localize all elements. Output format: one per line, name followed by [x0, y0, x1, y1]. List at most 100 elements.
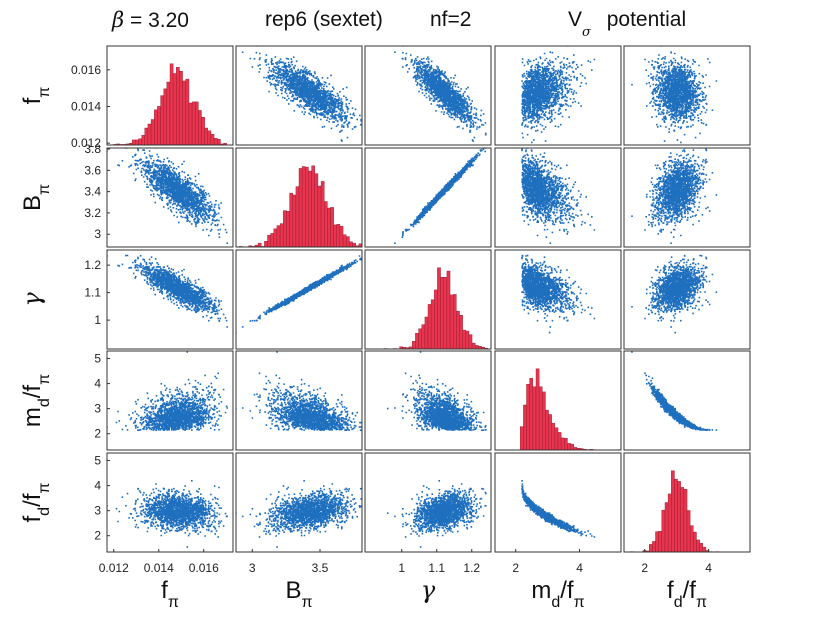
panel-r4-c1 [235, 452, 363, 553]
histogram-bar [270, 233, 274, 247]
panel-frame [623, 452, 751, 553]
panel-frame [235, 350, 363, 451]
title-potential-symbol: V [568, 8, 583, 31]
histogram-bar [349, 241, 353, 247]
scatter-points [386, 351, 487, 431]
y-tick-label: 1.2 [84, 258, 101, 272]
histogram-bar [434, 289, 438, 349]
scatter-points [521, 46, 621, 144]
histogram-bar [305, 166, 309, 247]
histogram-bar [317, 185, 322, 247]
title-potential-subscript: σ [582, 25, 591, 40]
panel-content-r3-c0 [107, 351, 228, 431]
histogram-bar [412, 341, 416, 349]
x-tick-label: 4 [576, 561, 583, 575]
title-rep: rep6 (sextet) [265, 8, 383, 31]
x-tick-label: 3 [249, 561, 256, 575]
histogram-bar [674, 478, 678, 552]
histogram-bar [475, 345, 479, 349]
panel-r4-c2 [364, 452, 492, 553]
panel-content-r3-c1 [236, 351, 362, 431]
histogram-bar [210, 133, 215, 145]
histogram-bar [437, 267, 441, 349]
panel-frame [106, 147, 234, 248]
histogram-bar [683, 489, 688, 552]
panel-frame [106, 452, 234, 553]
y-tick-label: 3.8 [84, 142, 101, 156]
histogram-bar [342, 234, 347, 247]
histogram-bar [135, 139, 139, 145]
panel-frame [494, 452, 622, 553]
panel-frame [623, 147, 751, 248]
histogram-bar [346, 236, 350, 247]
panel-content-r3-c3 [520, 368, 621, 450]
panel-r1-c0 [106, 147, 234, 248]
histogram-bar [545, 409, 549, 450]
x-axis-label-Bpi: Bπ [285, 577, 312, 611]
scatter-points [631, 148, 718, 244]
histogram-bar [191, 101, 196, 145]
panel-r1-c1 [235, 147, 363, 248]
panel-frame [494, 45, 622, 146]
histogram-bar [163, 88, 168, 145]
x-tick-label: 1.1 [428, 561, 445, 575]
panel-r2-c4 [623, 249, 751, 350]
histogram-bar [418, 328, 422, 349]
panel-content-r1-c0 [107, 148, 228, 244]
panel-frame [364, 45, 492, 146]
panel-content-r0-c0 [113, 63, 227, 145]
panel-r0-c4 [623, 45, 751, 146]
y-tick-label: 3.2 [84, 206, 101, 220]
histogram-bar [279, 223, 284, 247]
histogram-bar [223, 143, 227, 145]
scatter-points [631, 254, 718, 334]
scatter-points [236, 351, 362, 431]
y-tick-label: 0.012 [71, 136, 101, 150]
histogram-bar [661, 509, 666, 552]
x-tick-label: 2 [512, 561, 519, 575]
histogram-bar [276, 225, 281, 247]
panel-content-r4-c1 [236, 480, 362, 548]
panel-content-r2-c3 [521, 254, 621, 334]
histogram-bar [283, 210, 287, 247]
histogram-bar [655, 531, 659, 552]
histogram-bar [702, 546, 707, 552]
title-beta: β = 3.20 [112, 8, 189, 33]
scatter-points [107, 148, 228, 244]
panel-r3-c0 [106, 350, 234, 451]
panel-frame [494, 147, 622, 248]
panel-r3-c3 [494, 350, 622, 451]
histogram-bar [446, 270, 451, 349]
panel-frame [364, 350, 492, 451]
scatter-points [241, 46, 362, 142]
histogram-bar [194, 101, 199, 145]
histogram-bar [686, 510, 691, 552]
histogram-bar [440, 277, 444, 349]
y-axis-label-gamma: γ [18, 292, 46, 307]
histogram-bar [358, 243, 362, 247]
panel-content-r4-c0 [107, 480, 228, 548]
x-tick-label: 0.016 [189, 561, 219, 575]
y-axis-label-fpi: fπ [19, 87, 53, 105]
histogram-bar [188, 102, 193, 145]
scatter-points [107, 351, 228, 431]
histogram-bar [449, 294, 454, 349]
histogram-bar [560, 437, 565, 450]
histogram-bar [330, 207, 334, 247]
histogram-bar [538, 386, 543, 450]
histogram-bar [264, 240, 268, 247]
histogram-bar [554, 427, 559, 450]
histogram-bar [658, 531, 662, 552]
scatter-points [521, 148, 621, 244]
panel-content-r2-c1 [236, 255, 362, 334]
histogram-bar [138, 138, 142, 145]
panel-r2-c0 [106, 249, 234, 350]
panel-r0-c0 [106, 45, 234, 146]
panel-frame [364, 452, 492, 553]
histogram-bar [667, 493, 672, 552]
title-beta-symbol: β [112, 8, 125, 32]
panel-content-r1-c1 [238, 165, 362, 247]
x-axis-label-mdfpi: md/fπ [531, 577, 584, 611]
histogram-bar [182, 80, 186, 145]
histogram-bar [327, 207, 331, 247]
